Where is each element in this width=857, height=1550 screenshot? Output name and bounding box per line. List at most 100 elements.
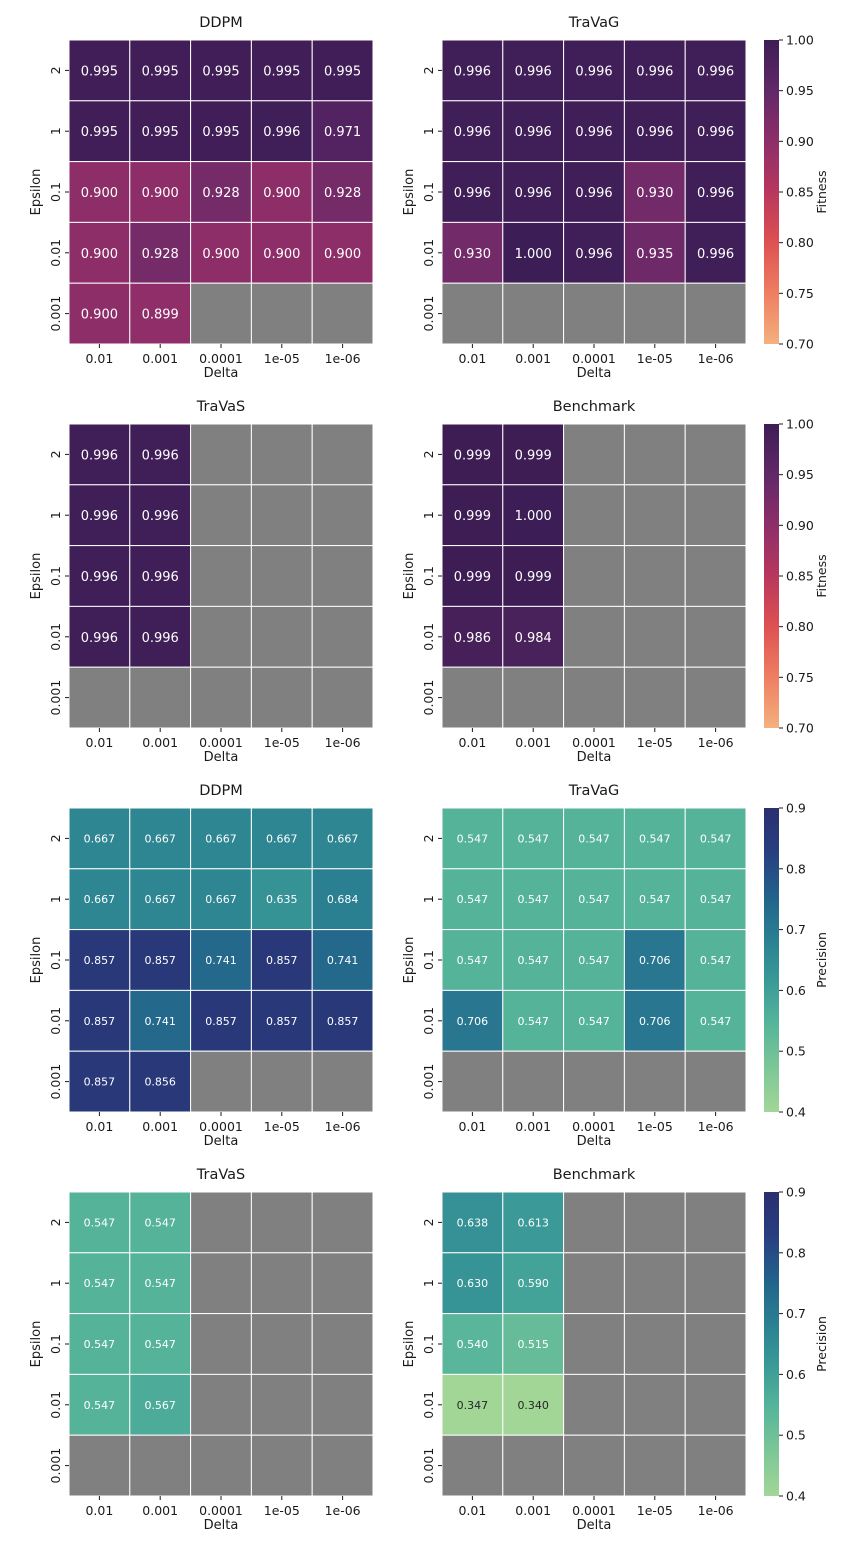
colorbar-tick-label: 0.8 [786, 861, 806, 876]
heatmap-cell [190, 1434, 252, 1497]
cell-value-label: 0.547 [144, 1277, 176, 1290]
cell-value-label: 0.667 [327, 832, 359, 845]
cell-value-label: 0.900 [81, 308, 118, 323]
cell-value-label: 0.930 [636, 186, 673, 201]
cell-value-label: 0.900 [81, 186, 118, 201]
x-tick-label: 1e-05 [637, 1119, 673, 1134]
cell-value-label: 0.547 [700, 893, 732, 906]
cell-value-label: 1.000 [515, 247, 552, 262]
heatmap-cell [563, 1313, 625, 1375]
heatmap-cell [250, 605, 313, 668]
y-tick-label: 0.1 [421, 566, 436, 586]
x-tick-label: 0.01 [85, 1503, 113, 1518]
y-tick-label: 1 [48, 1279, 63, 1287]
x-tick-label: 0.001 [142, 735, 178, 750]
heatmap-cell [68, 39, 131, 102]
x-tick-label: 0.0001 [572, 735, 616, 750]
y-tick-label: 0.1 [421, 1334, 436, 1354]
x-axis-label: Delta [204, 1134, 239, 1149]
colorbar-tick-label: 0.8 [786, 1245, 806, 1260]
y-tick-label: 0.1 [48, 1334, 63, 1354]
cell-value-label: 0.996 [515, 64, 552, 79]
heatmap-cell [250, 1313, 313, 1375]
cell-value-label: 0.995 [142, 125, 179, 140]
heatmap-cell [684, 1313, 747, 1375]
heatmap-cell [684, 423, 747, 486]
cell-value-label: 0.684 [327, 893, 359, 906]
heatmap-cell [311, 807, 374, 870]
heatmap-cell [190, 100, 252, 163]
heatmap-cell [311, 605, 374, 668]
cell-value-label: 0.900 [263, 186, 300, 201]
cell-value-label: 0.996 [81, 448, 118, 463]
cell-value-label: 0.996 [81, 570, 118, 585]
cell-value-label: 0.999 [515, 448, 552, 463]
colorbar-tick-label: 0.95 [786, 83, 814, 98]
cell-value-label: 0.547 [84, 1338, 116, 1351]
cell-value-label: 0.857 [266, 1015, 298, 1028]
heatmap-cell [502, 100, 565, 163]
x-tick-label: 1e-05 [264, 1503, 300, 1518]
x-tick-label: 0.001 [142, 1503, 178, 1518]
heatmap-cell [250, 929, 313, 991]
x-axis-label: Delta [577, 1134, 612, 1149]
colorbar-tick-label: 0.80 [786, 235, 814, 250]
heatmap-cell [129, 423, 192, 486]
heatmap-precision-travag: TraVaG 0.547 0.547 0.547 0.547 0.547 0.547 0.54… [402, 783, 747, 1149]
heatmap-cell [311, 423, 374, 486]
colorbar-label: Fitness [814, 170, 829, 213]
cell-value-label: 0.547 [84, 1399, 116, 1412]
cell-value-label: 0.857 [144, 954, 176, 967]
cell-value-label: 0.996 [575, 247, 612, 262]
x-tick-label: 0.001 [515, 1503, 551, 1518]
cell-value-label: 0.900 [81, 247, 118, 262]
x-tick-label: 1e-05 [264, 735, 300, 750]
cell-value-label: 0.995 [81, 125, 118, 140]
cell-value-label: 0.995 [202, 125, 239, 140]
heatmap-cell [129, 484, 192, 547]
heatmap-cell [311, 1434, 374, 1497]
y-axis-label: Epsilon [402, 169, 417, 216]
cell-value-label: 0.996 [515, 186, 552, 201]
x-tick-label: 1e-06 [325, 1119, 361, 1134]
heatmap-cell [623, 1313, 686, 1375]
heatmap-cell [441, 1434, 504, 1497]
heatmap-cell [563, 1373, 625, 1436]
cell-value-label: 0.996 [81, 631, 118, 646]
heatmap-cell [502, 868, 565, 931]
heatmap-cell [502, 1373, 565, 1436]
heatmap-cell [441, 484, 504, 547]
x-tick-label: 1e-06 [325, 1503, 361, 1518]
x-tick-label: 0.0001 [199, 735, 243, 750]
heatmap-cell [250, 1050, 313, 1113]
cell-value-label: 0.667 [266, 832, 298, 845]
cell-value-label: 0.567 [144, 1399, 176, 1412]
heatmap-cell [68, 1434, 131, 1497]
heatmap-cell [250, 807, 313, 870]
heatmap-cell [563, 807, 625, 870]
heatmap-cell [502, 39, 565, 102]
heatmap-cell [563, 605, 625, 668]
heatmap-cell [250, 161, 313, 223]
colorbar-tick-label: 0.80 [786, 619, 814, 634]
heatmap-cell [502, 605, 565, 668]
cell-value-label: 0.996 [697, 186, 734, 201]
cell-value-label: 0.638 [457, 1216, 489, 1229]
cell-value-label: 0.999 [454, 448, 491, 463]
cell-value-label: 0.547 [517, 832, 549, 845]
heatmap-title: TraVaS [196, 399, 245, 415]
x-tick-label: 0.01 [85, 351, 113, 366]
cell-value-label: 0.547 [517, 1015, 549, 1028]
y-tick-label: 0.1 [48, 566, 63, 586]
y-tick-label: 0.01 [421, 239, 436, 267]
x-tick-label: 0.0001 [572, 1119, 616, 1134]
heatmap-cell [250, 423, 313, 486]
heatmap-cell [311, 1191, 374, 1254]
cell-value-label: 0.986 [454, 631, 491, 646]
y-tick-label: 0.1 [48, 950, 63, 970]
y-axis-label: Epsilon [402, 553, 417, 600]
heatmap-cell [684, 545, 747, 607]
cell-value-label: 0.547 [578, 893, 610, 906]
heatmap-cell [502, 221, 565, 284]
cell-value-label: 0.928 [324, 186, 361, 201]
